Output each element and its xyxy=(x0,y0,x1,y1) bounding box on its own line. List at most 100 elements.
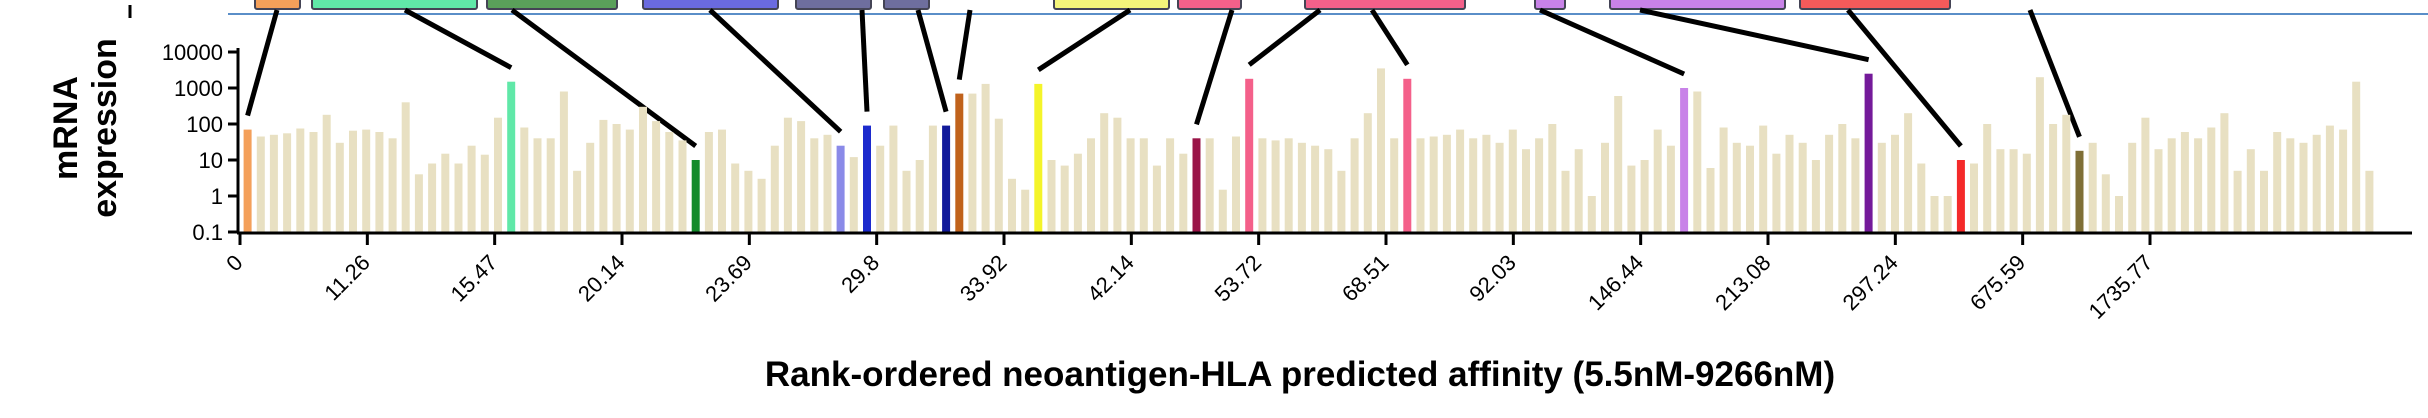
highlighted-bar xyxy=(1192,138,1201,232)
callout-panel xyxy=(311,0,478,10)
bar xyxy=(1482,134,1491,232)
bar xyxy=(1522,149,1530,232)
bar xyxy=(559,91,568,232)
bar xyxy=(1152,165,1161,232)
x-tick-label: 33.92 xyxy=(955,250,1012,307)
bar xyxy=(1363,113,1372,232)
connector-lines xyxy=(245,7,2082,149)
bar xyxy=(454,163,463,232)
bar xyxy=(1297,142,1306,232)
bar xyxy=(1205,138,1214,232)
connector-line xyxy=(1194,9,1235,126)
callout-panel xyxy=(795,0,872,10)
bar xyxy=(375,132,384,232)
bar xyxy=(309,132,318,232)
bar xyxy=(2101,174,2110,232)
y-tick-label: 10000 xyxy=(162,40,223,65)
bar xyxy=(876,145,885,232)
x-tick-labels: 0 11.26 15.47 20.14 23.69 29.8 33.92 42.14 53.72… xyxy=(221,250,2157,324)
x-tick-label: 92.03 xyxy=(1464,250,1521,307)
connector-line xyxy=(1846,8,1963,148)
bar xyxy=(1666,145,1675,232)
bar xyxy=(2299,142,2308,232)
bar xyxy=(1126,138,1135,232)
highlighted-bar xyxy=(863,125,871,232)
bar xyxy=(520,127,529,232)
bar xyxy=(2260,170,2268,232)
x-tick-label: 0 xyxy=(221,250,247,276)
bar xyxy=(928,125,937,232)
bar xyxy=(1877,142,1886,232)
y-tick-label: 10 xyxy=(199,148,223,173)
bar xyxy=(1706,168,1715,232)
bar xyxy=(1324,149,1333,232)
bar xyxy=(2352,81,2361,232)
bar xyxy=(1166,138,1175,232)
bar xyxy=(1772,153,1781,232)
bar xyxy=(652,121,661,232)
connector-line xyxy=(1538,7,1686,77)
bar xyxy=(889,125,898,232)
bar xyxy=(2365,170,2374,232)
y-axis-label-line-2: expression xyxy=(86,38,124,218)
bar xyxy=(678,140,687,232)
bar xyxy=(1508,129,1517,232)
bar xyxy=(783,117,792,232)
highlighted-bar xyxy=(955,93,964,232)
bar xyxy=(1653,129,1662,232)
x-tick-label: 68.51 xyxy=(1337,250,1394,307)
bar xyxy=(718,129,726,232)
highlighted-bar xyxy=(1245,78,1254,232)
bar xyxy=(414,174,423,232)
bar xyxy=(401,102,410,232)
bar xyxy=(1113,117,1122,232)
bar xyxy=(1983,124,1992,232)
x-tick-label: 213.08 xyxy=(1710,250,1775,315)
bar xyxy=(1943,196,1952,232)
bar xyxy=(494,117,502,232)
bar xyxy=(2325,125,2334,232)
bar xyxy=(1574,149,1583,232)
bar xyxy=(1047,160,1056,232)
bar xyxy=(2022,153,2031,232)
callout-panel xyxy=(1534,0,1566,10)
bar xyxy=(1601,142,1609,232)
bar xyxy=(2273,132,2282,232)
bar xyxy=(2194,138,2203,232)
bar xyxy=(770,145,779,232)
axes xyxy=(228,48,2412,245)
bar xyxy=(1060,165,1069,232)
bar xyxy=(256,136,265,232)
bar xyxy=(1904,113,1913,232)
bar xyxy=(441,153,450,232)
bar xyxy=(1838,124,1847,232)
bar xyxy=(797,121,806,232)
bar xyxy=(1377,68,1385,233)
x-tick-label: 675.59 xyxy=(1965,250,2030,315)
highlighted-bar xyxy=(691,160,700,232)
bar xyxy=(1627,165,1636,232)
bar xyxy=(981,83,990,233)
bar xyxy=(349,130,357,232)
y-tick-label: 100 xyxy=(186,112,223,137)
bar xyxy=(480,154,489,232)
bar xyxy=(1970,163,1978,232)
bar xyxy=(1469,138,1478,232)
bar xyxy=(1561,170,1570,232)
bar xyxy=(546,138,555,232)
bar xyxy=(269,134,278,232)
callout-panel xyxy=(1304,0,1466,10)
highlighted-bar xyxy=(1864,73,1873,232)
bar xyxy=(1087,138,1095,232)
connector-line xyxy=(245,9,280,117)
bar xyxy=(2286,138,2295,232)
bar xyxy=(902,170,911,232)
bar xyxy=(1390,138,1399,232)
callout-panel xyxy=(254,0,301,10)
bar xyxy=(1456,129,1465,232)
x-tick-label: 297.24 xyxy=(1838,250,1903,315)
bar xyxy=(1416,138,1425,232)
bar xyxy=(1021,189,1030,232)
x-axis-label: Rank-ordered neoantigen-HLA predicted af… xyxy=(765,355,1835,394)
connector-line xyxy=(403,7,513,70)
